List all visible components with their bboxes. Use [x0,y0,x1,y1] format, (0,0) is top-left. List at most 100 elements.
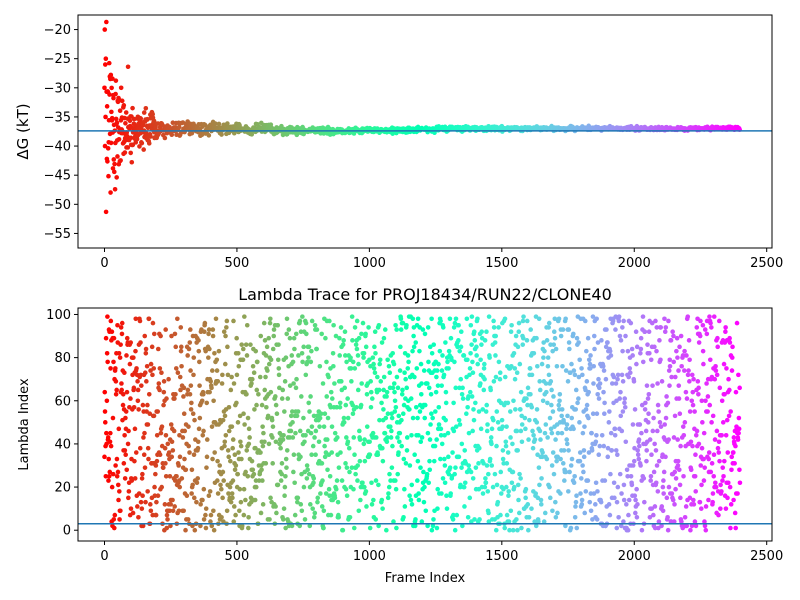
lambda-point [318,491,323,496]
lambda-point [651,469,657,475]
lambda-point [144,379,149,384]
lambda-point [418,439,424,445]
lambda-point [577,357,582,363]
lambda-point [387,370,393,376]
lambda-point [547,495,553,501]
lambda-point [341,338,346,343]
lambda-point [131,404,137,410]
lambda-point [308,394,313,399]
lambda-point [460,396,466,401]
lambda-point [335,435,340,440]
lambda-point [550,348,555,354]
lambda-point [466,394,471,399]
lambda-point [732,461,737,466]
lambda-point [220,417,226,423]
lambda-point [105,359,110,365]
lambda-point [451,428,457,434]
lambda-point [233,512,238,518]
lambda-point [517,361,523,367]
lambda-point [582,318,588,324]
lambda-point [636,443,642,449]
lambda-point [566,448,571,453]
y-tick-label: −20 [44,23,71,38]
lambda-point [181,394,186,399]
lambda-point [627,370,633,376]
lambda-point [438,318,443,324]
lambda-point [656,519,662,524]
lambda-point [147,411,153,417]
lambda-point [270,461,275,466]
lambda-point [606,420,612,425]
lambda-point [438,426,444,432]
delta-g-point [216,121,222,127]
lambda-point [540,454,545,460]
lambda-point [723,329,728,335]
lambda-point [520,318,526,324]
lambda-point [670,497,676,503]
lambda-point [390,385,396,391]
lambda-point [710,491,716,496]
lambda-point [243,497,248,503]
delta-g-point [105,146,111,151]
lambda-point [108,366,113,371]
lambda-point [602,400,607,406]
lambda-point [203,525,209,531]
lambda-point [587,361,593,367]
lambda-point [685,314,691,319]
lambda-point [395,385,401,391]
lambda-point [184,493,190,498]
lambda-point [213,316,219,322]
lambda-point [282,484,288,490]
lambda-point [281,506,287,511]
lambda-point [542,510,548,516]
lambda-point [220,372,225,378]
lambda-point [119,331,125,337]
y-tick-label: −25 [44,52,71,67]
lambda-point [167,473,173,479]
lambda-point [188,383,194,388]
x-tick-label: 2500 [750,256,783,271]
lambda-point [206,331,211,337]
lambda-point [206,355,211,360]
lambda-point [705,394,711,399]
lambda-point [586,415,591,421]
lambda-point [140,402,146,408]
lambda-point [139,383,144,388]
lambda-point [518,476,523,481]
lambda-point [376,387,382,393]
lambda-point [244,391,249,397]
lambda-point [568,370,573,376]
lambda-point [329,424,335,429]
lambda-point [324,359,329,365]
lambda-point [428,391,434,397]
lambda-point [722,458,727,464]
lambda-point [170,448,176,453]
lambda-point [557,398,562,404]
lambda-point [663,415,669,421]
lambda-point [429,411,434,417]
lambda-point [549,430,555,436]
lambda-point [292,480,297,486]
delta-g-point [123,110,129,115]
lambda-point [498,491,504,496]
lambda-point [512,366,518,371]
lambda-point [167,508,172,514]
lambda-point [682,514,688,520]
lambda-point [235,420,241,425]
lambda-point [678,333,684,339]
lambda-point [544,389,549,395]
lambda-point [324,437,330,442]
lambda-point [673,374,678,380]
lambda-point [214,368,220,373]
lambda-point [699,398,705,404]
lambda-point [483,476,488,481]
lambda-point [467,495,473,501]
lambda-point [265,413,271,419]
lambda-point [201,517,207,522]
lambda-point [694,428,700,434]
lambda-point [549,402,554,408]
lambda-point [571,426,576,432]
lambda-point [240,346,246,352]
lambda-point [116,497,121,503]
lambda-point [178,387,183,393]
